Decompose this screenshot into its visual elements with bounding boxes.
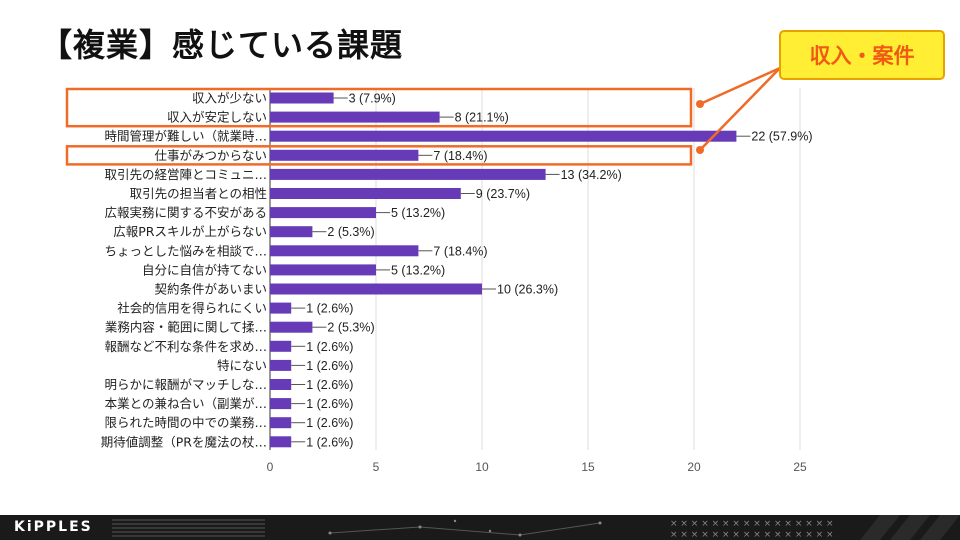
category-label: 広報PRスキルが上がらない: [113, 224, 267, 239]
bars: [270, 92, 737, 448]
value-label: 2 (5.3%): [327, 225, 374, 239]
category-label: 本業との兼ね合い（副業が…: [105, 396, 267, 411]
callout-badge: 収入・案件: [779, 30, 945, 80]
bar: [270, 226, 313, 238]
bar: [270, 130, 737, 142]
bar: [270, 359, 292, 371]
value-label: 1 (2.6%): [306, 340, 353, 354]
footer-decoration: × × × × × × × × × × × × × × × × × × × × …: [112, 515, 960, 540]
value-label: 1 (2.6%): [306, 435, 353, 449]
x-tick-label: 0: [267, 460, 274, 474]
value-label: 1 (2.6%): [306, 378, 353, 392]
value-label: 5 (13.2%): [391, 263, 445, 277]
x-axis-ticks: 0 5 10 15 20 25: [267, 460, 807, 474]
x-tick-label: 10: [475, 460, 489, 474]
x-tick-label: 15: [581, 460, 595, 474]
bar: [270, 436, 292, 448]
category-label: 社会的信用を得られにくい: [117, 301, 267, 316]
value-label: 1 (2.6%): [306, 302, 353, 316]
category-label: 明らかに報酬がマッチしな…: [104, 377, 267, 392]
category-label: 取引先の経営陣とコミュニ…: [104, 167, 267, 182]
category-label: 期待値調整（PRを魔法の杖…: [101, 434, 267, 449]
bar: [270, 111, 440, 123]
category-label: 契約条件があいまい: [154, 282, 267, 297]
value-label: 2 (5.3%): [327, 321, 374, 335]
highlight-box: [65, 87, 693, 128]
value-label: 10 (26.3%): [497, 283, 558, 297]
bar: [270, 264, 376, 276]
value-labels: 3 (7.9%) 8 (21.1%) 22 (57.9%) 7 (18.4%) 13 (…: [291, 92, 813, 449]
value-label: 7 (18.4%): [433, 149, 487, 163]
value-label: 5 (13.2%): [391, 206, 445, 220]
connector-line: [699, 67, 781, 151]
bar: [270, 321, 313, 333]
category-label: 広報実務に関する不安がある: [104, 205, 267, 220]
highlight-boxes: [65, 66, 781, 166]
bar: [270, 340, 292, 352]
category-label: 取引先の担当者との相性: [130, 186, 267, 201]
callout-label: 収入・案件: [809, 44, 915, 68]
footer-logo: KiPPLES: [14, 519, 93, 535]
bar: [270, 92, 334, 104]
value-label: 1 (2.6%): [306, 416, 353, 430]
category-label: 限られた時間の中での業務…: [104, 415, 267, 430]
category-label: 業務内容・範囲に関して揉…: [105, 320, 267, 335]
bar: [270, 283, 482, 295]
value-label: 7 (18.4%): [433, 244, 487, 258]
bar: [270, 207, 376, 219]
x-tick-label: 5: [373, 460, 380, 474]
value-label: 9 (23.7%): [476, 187, 530, 201]
bar: [270, 398, 292, 410]
x-tick-label: 25: [793, 460, 807, 474]
category-label: 収入が安定しない: [167, 110, 267, 125]
category-label: 仕事がみつからない: [154, 148, 267, 163]
value-label: 1 (2.6%): [306, 397, 353, 411]
value-label: 13 (34.2%): [561, 168, 622, 182]
category-label: 報酬など不利な条件を求め…: [104, 339, 267, 354]
value-label: 3 (7.9%): [349, 92, 396, 106]
bar: [270, 302, 292, 314]
svg-text:× × × × × × × × × × × × × × ×: × × × × × × × × × × × × × × × ×: [670, 519, 834, 529]
slide-title: 【複業】感じている課題: [40, 26, 404, 64]
highlight-box: [65, 145, 693, 166]
connector-line: [699, 66, 781, 106]
value-label: 1 (2.6%): [306, 359, 353, 373]
category-label: 時間管理が難しい（就業時…: [104, 129, 267, 144]
bar: [270, 245, 419, 257]
category-label: 収入が少ない: [192, 91, 267, 106]
category-label: 特にない: [217, 358, 267, 373]
bar: [270, 379, 292, 390]
category-label: 自分に自信が持てない: [142, 262, 267, 277]
svg-text:× × × × × × × × × × × × × × ×: × × × × × × × × × × × × × × × ×: [670, 530, 834, 540]
bar: [270, 168, 546, 180]
bar: [270, 188, 461, 199]
footer-bar: KiPPLES × × × × × × × × × × × × × × × × …: [0, 515, 960, 540]
category-label: ちょっとした悩みを相談で…: [104, 243, 267, 258]
bar: [270, 149, 419, 161]
value-label: 22 (57.9%): [751, 130, 812, 144]
x-tick-label: 20: [687, 460, 701, 474]
bar: [270, 417, 292, 429]
value-label: 8 (21.1%): [455, 111, 509, 125]
